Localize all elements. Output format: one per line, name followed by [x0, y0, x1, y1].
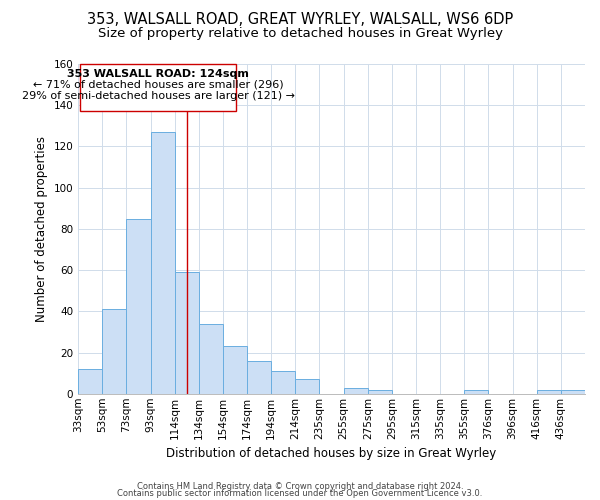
Bar [223, 346, 247, 394]
Bar [151, 132, 175, 394]
Bar [127, 218, 151, 394]
Bar [271, 371, 295, 394]
Bar [537, 390, 561, 394]
Text: 29% of semi-detached houses are larger (121) →: 29% of semi-detached houses are larger (… [22, 91, 295, 101]
Text: Contains public sector information licensed under the Open Government Licence v3: Contains public sector information licen… [118, 489, 482, 498]
Bar [464, 390, 488, 394]
Bar [247, 361, 271, 394]
Text: 353, WALSALL ROAD, GREAT WYRLEY, WALSALL, WS6 6DP: 353, WALSALL ROAD, GREAT WYRLEY, WALSALL… [87, 12, 513, 28]
Bar [102, 310, 127, 394]
Y-axis label: Number of detached properties: Number of detached properties [35, 136, 48, 322]
Bar [199, 324, 223, 394]
FancyBboxPatch shape [80, 64, 236, 112]
Bar [344, 388, 368, 394]
Bar [368, 390, 392, 394]
X-axis label: Distribution of detached houses by size in Great Wyrley: Distribution of detached houses by size … [166, 447, 497, 460]
Text: 353 WALSALL ROAD: 124sqm: 353 WALSALL ROAD: 124sqm [67, 69, 249, 79]
Text: Contains HM Land Registry data © Crown copyright and database right 2024.: Contains HM Land Registry data © Crown c… [137, 482, 463, 491]
Bar [561, 390, 585, 394]
Bar [78, 369, 102, 394]
Text: ← 71% of detached houses are smaller (296): ← 71% of detached houses are smaller (29… [33, 80, 283, 90]
Bar [175, 272, 199, 394]
Bar [295, 380, 319, 394]
Text: Size of property relative to detached houses in Great Wyrley: Size of property relative to detached ho… [97, 28, 503, 40]
